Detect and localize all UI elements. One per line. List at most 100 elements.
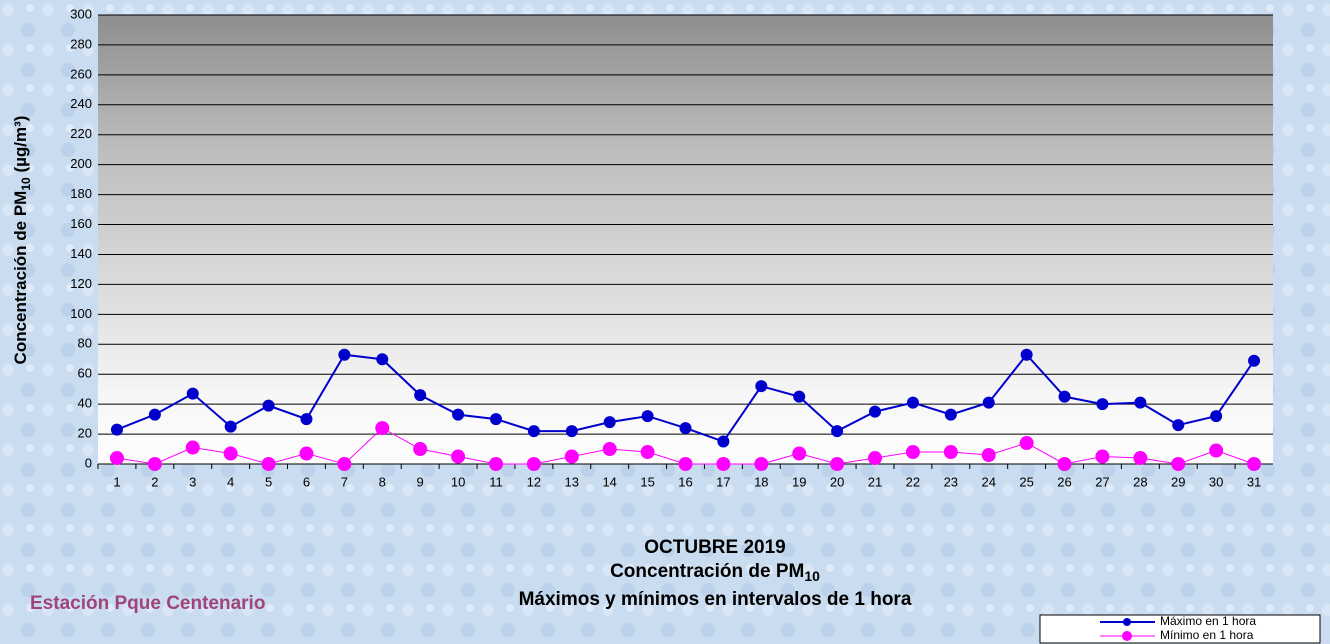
point <box>1134 397 1146 409</box>
point <box>1210 410 1222 422</box>
point <box>1095 450 1109 464</box>
point <box>1172 419 1184 431</box>
point <box>1248 355 1260 367</box>
y-tick-label: 60 <box>78 366 92 381</box>
x-tick-label: 10 <box>451 474 465 489</box>
y-tick-label: 80 <box>78 336 92 351</box>
point <box>830 457 844 471</box>
x-tick-label: 4 <box>227 474 234 489</box>
title-line: Máximos y mínimos en intervalos de 1 hor… <box>519 589 912 610</box>
y-tick-label: 20 <box>78 426 92 441</box>
x-tick-label: 9 <box>417 474 424 489</box>
x-tick-label: 26 <box>1057 474 1071 489</box>
point <box>414 389 426 401</box>
point <box>792 447 806 461</box>
point <box>680 422 692 434</box>
point <box>186 441 200 455</box>
point <box>489 457 503 471</box>
plot-area <box>98 15 1273 464</box>
point <box>337 457 351 471</box>
point <box>263 400 275 412</box>
point <box>906 445 920 459</box>
y-tick-label: 160 <box>70 216 92 231</box>
point <box>376 353 388 365</box>
point <box>754 457 768 471</box>
point <box>1209 444 1223 458</box>
point <box>300 413 312 425</box>
point <box>1059 391 1071 403</box>
y-tick-label: 200 <box>70 156 92 171</box>
point <box>566 425 578 437</box>
point <box>945 409 957 421</box>
y-tick-label: 180 <box>70 186 92 201</box>
point <box>604 416 616 428</box>
point <box>1020 436 1034 450</box>
x-tick-label: 6 <box>303 474 310 489</box>
x-tick-label: 7 <box>341 474 348 489</box>
point <box>262 457 276 471</box>
point <box>225 421 237 433</box>
title-line: OCTUBRE 2019 <box>644 537 786 558</box>
point <box>187 388 199 400</box>
y-tick-label: 140 <box>70 246 92 261</box>
x-tick-label: 1 <box>113 474 120 489</box>
annotation: Estación Pque Centenario <box>30 593 265 614</box>
x-tick-label: 2 <box>151 474 158 489</box>
point <box>149 409 161 421</box>
point <box>603 442 617 456</box>
point <box>338 349 350 361</box>
point <box>716 457 730 471</box>
legend-label: Mínimo en 1 hora <box>1160 628 1254 642</box>
x-tick-label: 30 <box>1209 474 1223 489</box>
x-tick-label: 15 <box>640 474 654 489</box>
y-tick-label: 100 <box>70 306 92 321</box>
point <box>1171 457 1185 471</box>
x-tick-label: 12 <box>527 474 541 489</box>
point <box>527 457 541 471</box>
point <box>375 421 389 435</box>
point <box>679 457 693 471</box>
point <box>983 397 995 409</box>
point <box>111 424 123 436</box>
point <box>868 451 882 465</box>
x-tick-label: 27 <box>1095 474 1109 489</box>
x-tick-label: 25 <box>1019 474 1033 489</box>
point <box>1247 457 1261 471</box>
x-tick-label: 14 <box>602 474 616 489</box>
x-tick-label: 29 <box>1171 474 1185 489</box>
x-tick-label: 21 <box>868 474 882 489</box>
point <box>755 380 767 392</box>
y-tick-label: 300 <box>70 6 92 21</box>
legend-marker <box>1122 631 1132 641</box>
point <box>982 448 996 462</box>
point <box>452 409 464 421</box>
x-tick-label: 28 <box>1133 474 1147 489</box>
y-tick-label: 280 <box>70 36 92 51</box>
x-tick-label: 31 <box>1247 474 1261 489</box>
x-tick-label: 20 <box>830 474 844 489</box>
point <box>490 413 502 425</box>
legend-marker <box>1123 618 1131 626</box>
x-tick-label: 23 <box>944 474 958 489</box>
point <box>1096 398 1108 410</box>
point <box>793 391 805 403</box>
x-tick-label: 17 <box>716 474 730 489</box>
point <box>148 457 162 471</box>
point <box>1058 457 1072 471</box>
x-tick-label: 8 <box>379 474 386 489</box>
point <box>413 442 427 456</box>
point <box>642 410 654 422</box>
y-tick-label: 240 <box>70 96 92 111</box>
point <box>641 445 655 459</box>
point <box>869 406 881 418</box>
x-tick-label: 13 <box>565 474 579 489</box>
legend-label: Máximo en 1 hora <box>1160 614 1256 628</box>
y-tick-label: 0 <box>85 455 92 470</box>
point <box>110 451 124 465</box>
chart: Concentración de PM10 (µg/m³) OCTUBRE 20… <box>0 0 1330 644</box>
x-tick-label: 3 <box>189 474 196 489</box>
point <box>224 447 238 461</box>
title-line: Concentración de PM10 <box>610 561 820 584</box>
point <box>1021 349 1033 361</box>
point <box>907 397 919 409</box>
